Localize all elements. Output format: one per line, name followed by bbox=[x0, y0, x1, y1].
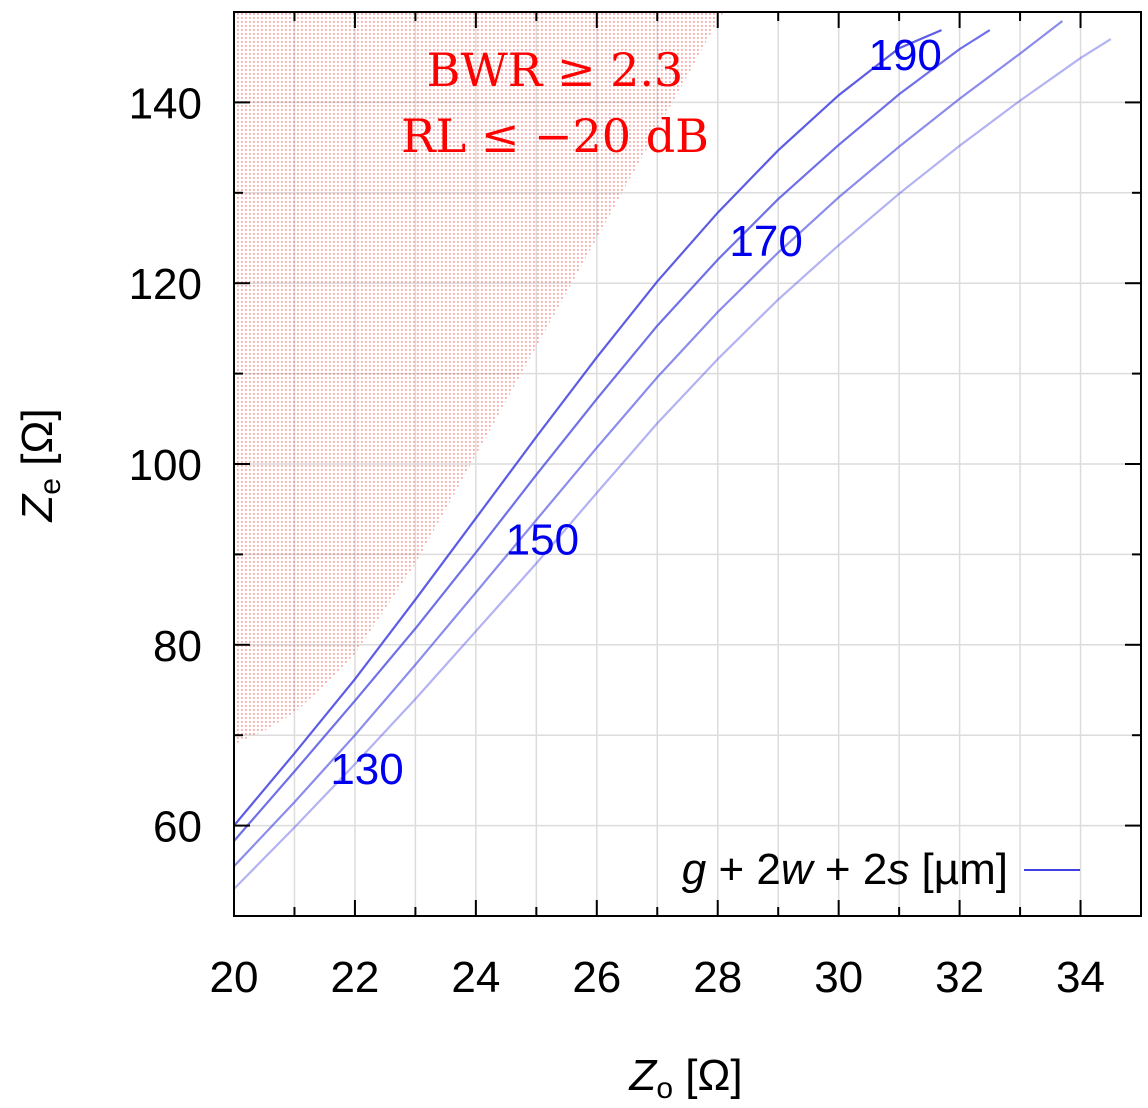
feasible-region bbox=[234, 12, 724, 745]
series-line-130 bbox=[233, 38, 1112, 890]
y-tick-label: 140 bbox=[129, 79, 202, 128]
series-line-190 bbox=[233, 29, 942, 827]
y-tick-label: 60 bbox=[153, 803, 202, 852]
x-tick-label: 22 bbox=[330, 953, 379, 1002]
region-label-line-2: RL ≤ −20 dB bbox=[401, 109, 709, 163]
curve-labels: 190 170 150 130 bbox=[330, 31, 942, 794]
x-tick-label: 24 bbox=[451, 953, 500, 1002]
y-axis-title: Ze [Ω] bbox=[13, 408, 67, 522]
y-tick-label: 120 bbox=[129, 260, 202, 309]
x-axis-title: Zo [Ω] bbox=[628, 1051, 742, 1105]
y-tick-label: 80 bbox=[153, 622, 202, 671]
legend-label: g + 2w + 2s [µm] bbox=[682, 845, 1008, 894]
x-tick-label: 26 bbox=[572, 953, 621, 1002]
plot-frame bbox=[233, 11, 1142, 917]
feasible-region-area bbox=[234, 12, 724, 745]
tick-labels: 20 22 24 26 28 30 32 34 60 80 100 120 140 bbox=[129, 79, 1105, 1002]
curve-label-130: 130 bbox=[330, 745, 403, 794]
x-tick-label: 32 bbox=[935, 953, 984, 1002]
curve-label-190: 190 bbox=[868, 31, 941, 80]
series-group bbox=[233, 20, 1112, 890]
series-line-170 bbox=[233, 29, 991, 842]
x-tick-label: 28 bbox=[693, 953, 742, 1002]
y-tick-label: 100 bbox=[129, 441, 202, 490]
x-tick-label: 34 bbox=[1056, 953, 1105, 1002]
series-line-150 bbox=[233, 20, 1064, 868]
curve-label-150: 150 bbox=[506, 515, 579, 564]
curve-label-170: 170 bbox=[729, 217, 802, 266]
x-tick-label: 30 bbox=[814, 953, 863, 1002]
legend: g + 2w + 2s [µm] bbox=[682, 845, 1080, 894]
x-tick-label: 20 bbox=[210, 953, 259, 1002]
region-label-line-1: BWR ≥ 2.3 bbox=[427, 43, 684, 97]
